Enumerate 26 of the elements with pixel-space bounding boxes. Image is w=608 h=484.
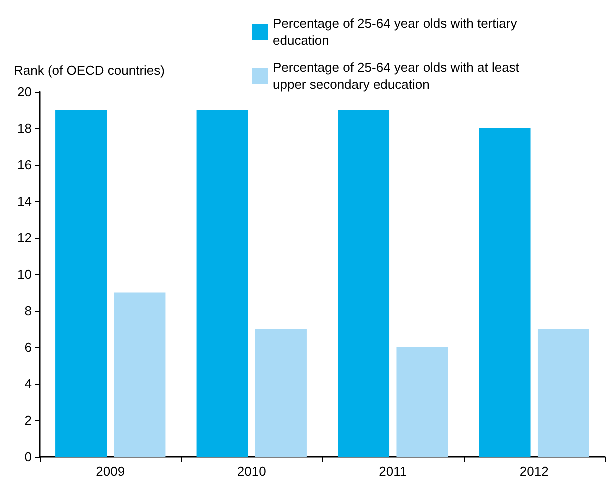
- x-tick-label: 2011: [379, 464, 408, 479]
- y-tick-label: 20: [18, 84, 32, 100]
- y-tick-label: 10: [18, 267, 32, 282]
- bar: [396, 348, 448, 457]
- y-tick-label: 4: [24, 376, 32, 392]
- y-tick-label: 14: [18, 194, 32, 209]
- bar: [479, 128, 531, 457]
- y-tick-label: 6: [24, 340, 32, 355]
- bar: [338, 110, 390, 457]
- y-axis-title: Rank (of OECD countries): [14, 63, 165, 78]
- y-tick-label: 18: [18, 121, 32, 136]
- x-tick-label: 2010: [237, 464, 266, 479]
- bar: [255, 329, 307, 457]
- y-tick-label: 8: [24, 304, 32, 318]
- bar: [56, 110, 108, 457]
- y-tick-label: 0: [24, 450, 32, 464]
- y-tick-label: 12: [18, 230, 32, 246]
- legend-label: Percentage of 25-64 year olds with tertiary education: [273, 16, 521, 48]
- x-tick-label: 2009: [96, 464, 126, 479]
- x-tick-label: 2012: [520, 464, 549, 479]
- bar: [538, 329, 590, 457]
- bar: [196, 110, 248, 457]
- bar: [114, 292, 166, 457]
- y-tick-label: 2: [24, 413, 32, 428]
- y-tick-label: 16: [18, 158, 32, 172]
- legend-label: Percentage of 25-64 year olds with at least upper secondary education: [273, 60, 524, 92]
